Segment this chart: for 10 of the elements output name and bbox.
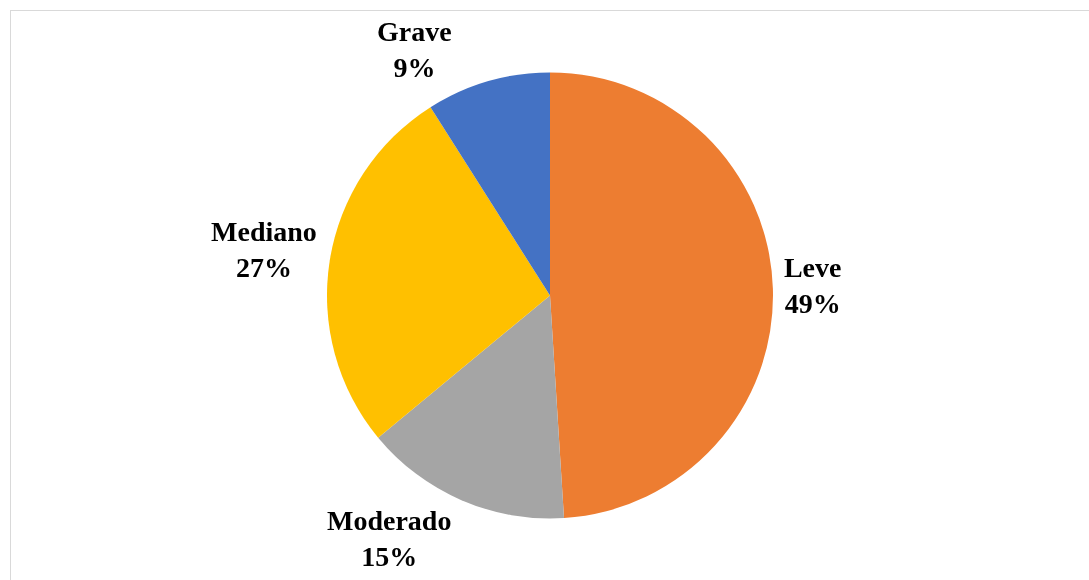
slice-label: Moderado [326,505,452,536]
data-label: 27% [235,251,292,283]
pie-slice [550,72,773,519]
data-label: 15% [361,541,418,572]
data-label: 9% [393,52,436,83]
pie-slice [327,107,550,438]
slice-label: Leve [783,252,842,284]
slice-label: Grave [377,16,452,47]
slice-label: Mediano [211,215,317,247]
data-label: 49% [784,288,841,320]
